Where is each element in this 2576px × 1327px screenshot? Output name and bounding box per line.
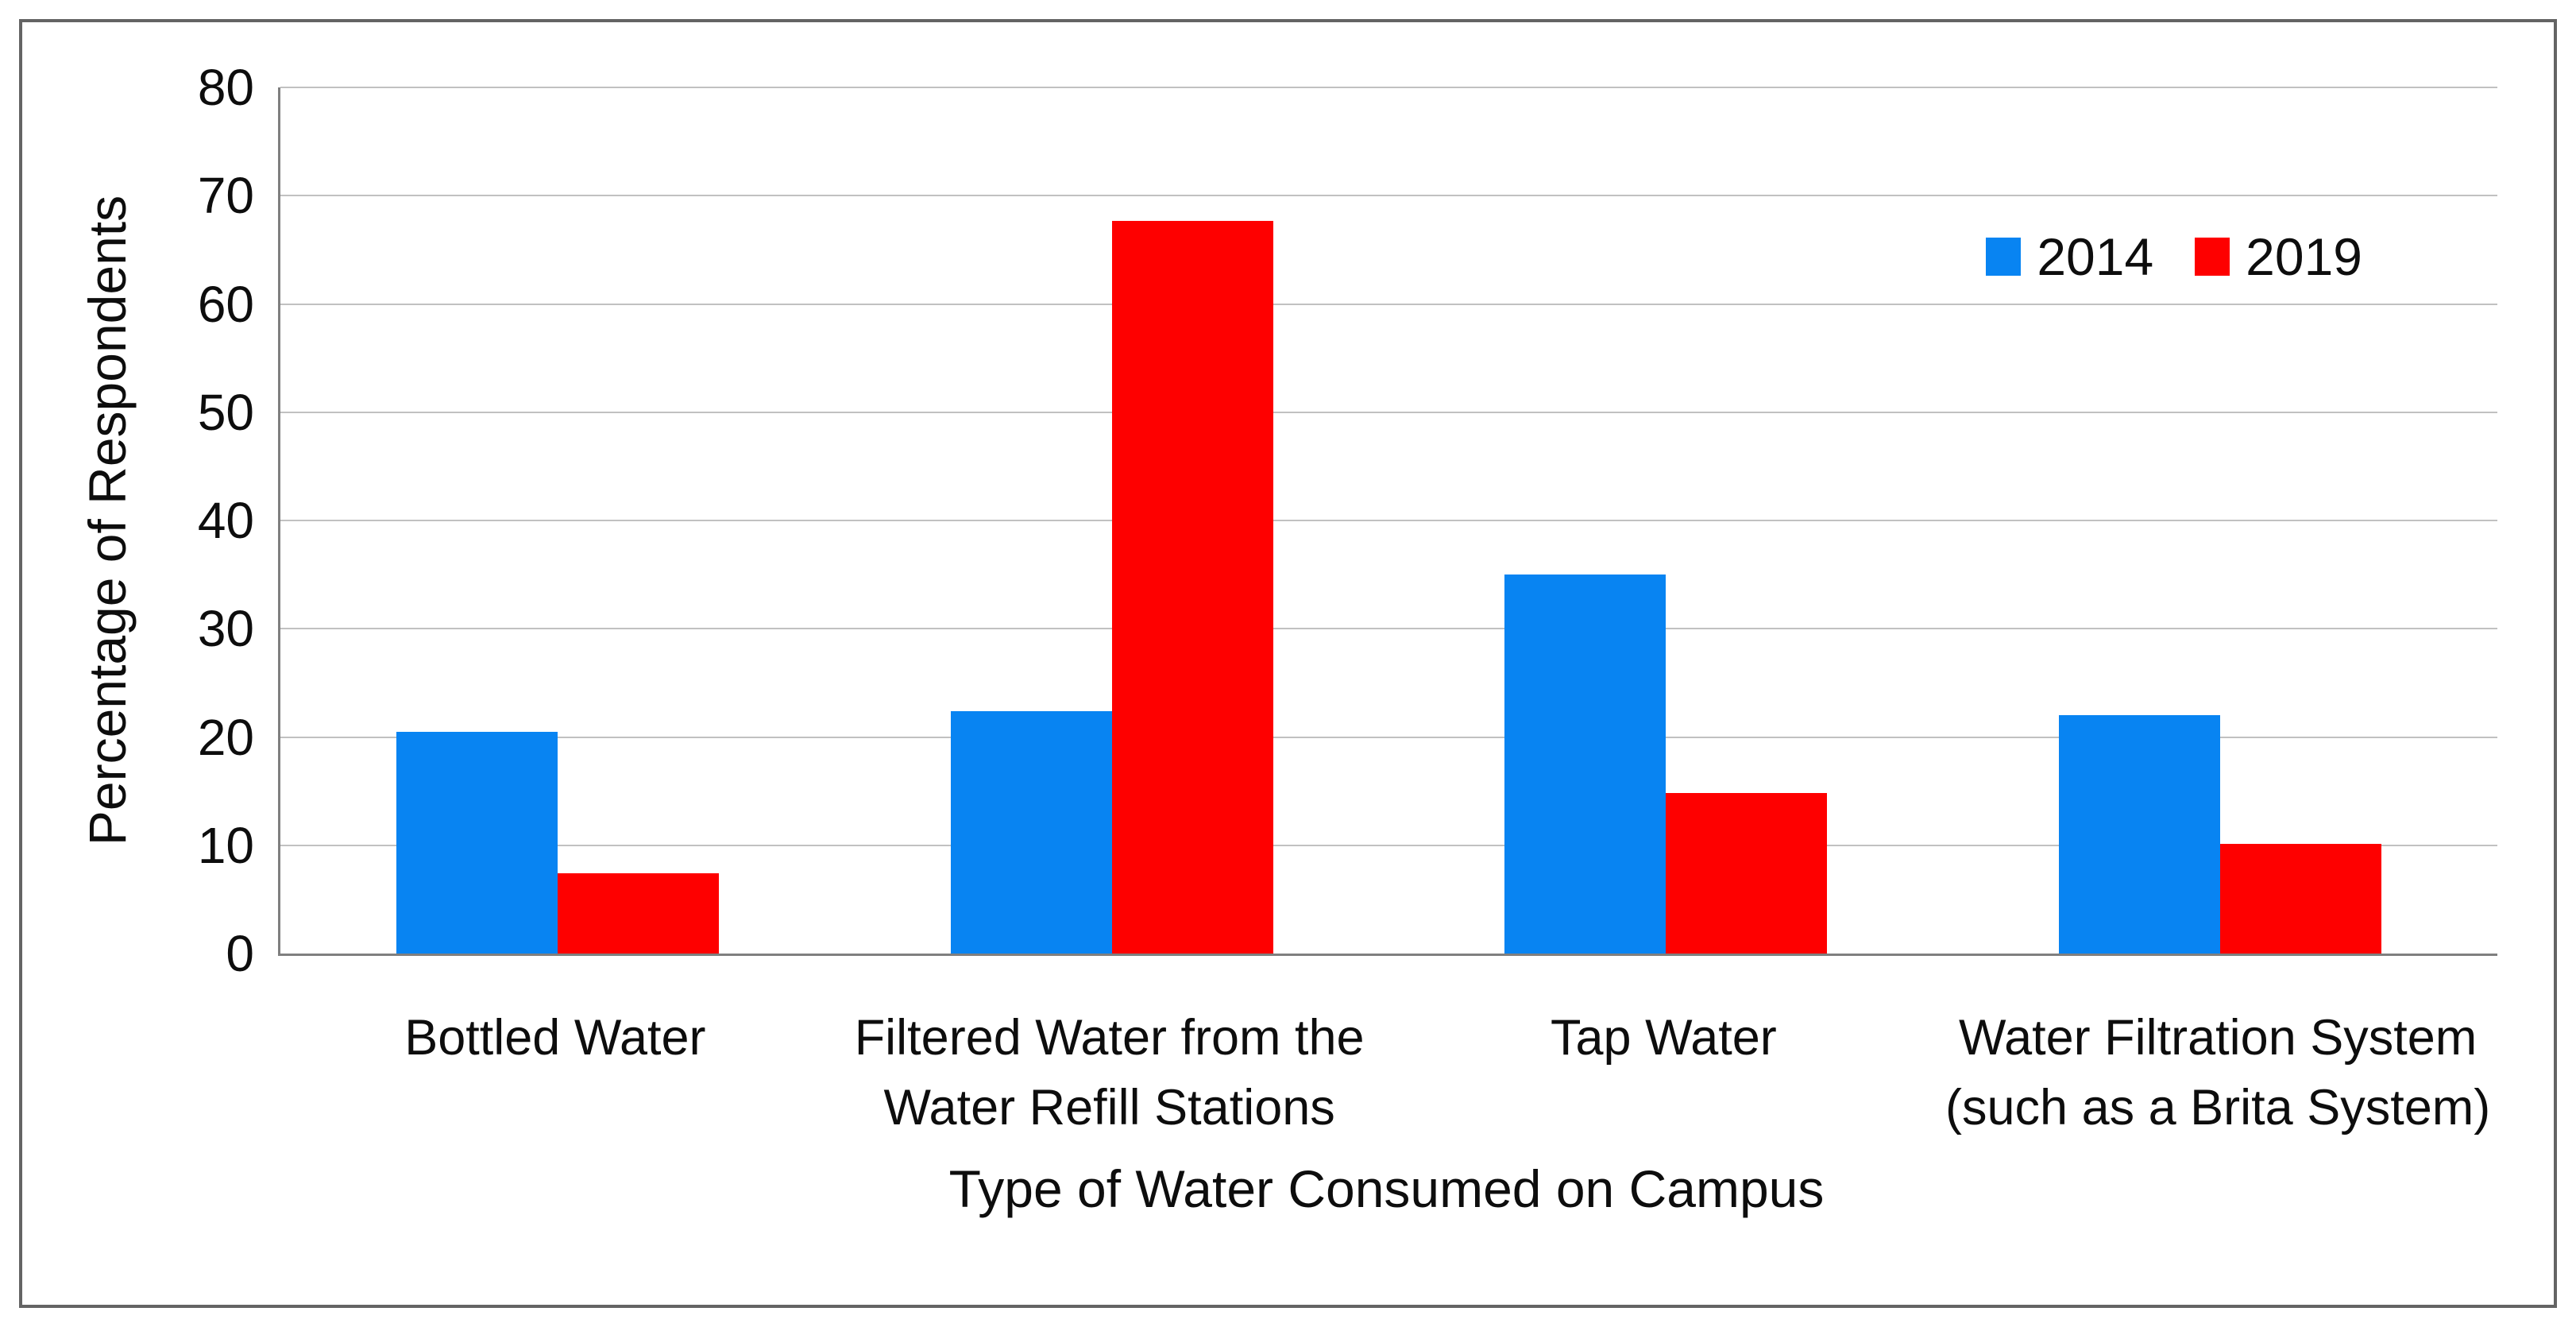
gridline-80	[280, 87, 2497, 88]
x-category-label-line: Water Refill Stations	[883, 1080, 1335, 1135]
bar-2019-filtered-water-from-the-water-refill-stations	[1111, 220, 1273, 954]
x-category-label-line: (such as a Brita System)	[1945, 1080, 2491, 1135]
y-tick-label-50: 50	[197, 383, 254, 441]
gridline-10	[280, 844, 2497, 846]
y-tick-label-60: 60	[197, 275, 254, 333]
x-category-label-bottled-water: Bottled Water	[278, 1003, 832, 1073]
bar-2014-tap-water	[1504, 575, 1666, 954]
y-tick-label-40: 40	[197, 492, 254, 549]
x-axis-title: Type of Water Consumed on Campus	[948, 1159, 1825, 1218]
x-category-label-tap-water: Tap Water	[1387, 1003, 1941, 1073]
y-tick-label-20: 20	[197, 708, 254, 766]
x-category-label-water-filtration-system-such-as-a-brita-system: Water Filtration System (such as a Brita …	[1941, 1003, 2495, 1143]
bar-2014-bottled-water	[396, 731, 558, 954]
bar-2014-water-filtration-system-such-as-a-brita-system	[2059, 715, 2221, 954]
y-tick-label-10: 10	[197, 816, 254, 874]
legend: 2014 2019	[1986, 230, 2362, 283]
legend-label-2014: 2014	[2037, 227, 2154, 286]
legend-swatch-2019-icon	[2195, 238, 2230, 276]
bar-2019-tap-water	[1666, 793, 1828, 954]
chart-frame	[19, 19, 2557, 1308]
legend-swatch-2014-icon	[1986, 238, 2022, 276]
gridline-60	[280, 303, 2497, 305]
y-tick-label-70: 70	[197, 167, 254, 225]
y-tick-label-0: 0	[226, 925, 254, 982]
bar-2019-water-filtration-system-such-as-a-brita-system	[2220, 844, 2382, 954]
x-category-label-line: Water Filtration System	[1958, 1010, 2478, 1066]
legend-label-2019: 2019	[2246, 227, 2362, 286]
gridline-40	[280, 520, 2497, 521]
x-category-label-line: Filtered Water from the	[854, 1010, 1365, 1066]
x-category-label-line: Bottled Water	[404, 1010, 706, 1066]
x-category-label-filtered-water-from-the-water-refill-stations: Filtered Water from the Water Refill Stat…	[832, 1003, 1387, 1143]
x-category-label-line: Tap Water	[1550, 1010, 1777, 1066]
gridline-20	[280, 736, 2497, 738]
legend-item-2014: 2014	[1986, 230, 2153, 283]
y-tick-label-30: 30	[197, 600, 254, 658]
bar-2019-bottled-water	[557, 873, 719, 954]
plot-area: 2014 2019	[278, 87, 2497, 956]
gridline-50	[280, 411, 2497, 413]
legend-item-2019: 2019	[2195, 230, 2362, 283]
gridline-70	[280, 195, 2497, 197]
gridline-30	[280, 628, 2497, 630]
bar-2014-filtered-water-from-the-water-refill-stations	[950, 710, 1112, 954]
y-tick-label-80: 80	[197, 59, 254, 116]
